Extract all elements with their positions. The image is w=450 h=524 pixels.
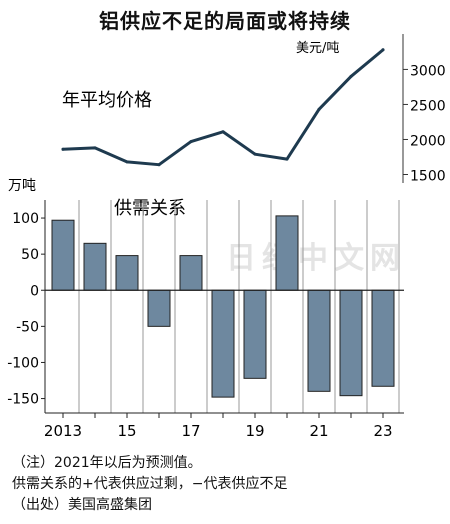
note-legend: 供需关系的+代表供应过剩，−代表供应不足 xyxy=(12,476,288,492)
price-point xyxy=(381,48,385,52)
supply-demand-bar xyxy=(179,255,203,291)
bar-x-tick-label: 2013 xyxy=(44,422,82,440)
supply-demand-bar xyxy=(243,289,267,379)
line-y-tick-label: 1500 xyxy=(410,168,446,184)
price-line-chart: 年平均价格 美元/吨 1500 2000 2500 3000 xyxy=(61,34,446,184)
watermark: 日经中文网 xyxy=(226,241,406,276)
line-y-tick-label: 3000 xyxy=(410,63,446,79)
supply-demand-bar xyxy=(147,289,171,327)
supply-demand-bar xyxy=(51,219,75,291)
price-point xyxy=(157,163,161,167)
price-point xyxy=(285,157,289,161)
price-point xyxy=(61,147,65,151)
bar-x-tick-label: 19 xyxy=(245,422,264,440)
price-point xyxy=(189,140,193,144)
bar-x-tick-label: 17 xyxy=(181,422,200,440)
bar-chart-title: 供需关系 xyxy=(114,198,186,219)
bar-x-tick-label: 21 xyxy=(309,422,328,440)
line-y-tick-label: 2500 xyxy=(410,98,446,114)
supply-demand-bar xyxy=(211,289,235,398)
supply-demand-bar xyxy=(371,289,395,387)
figure-title: 铝供应不足的局面或将持续 xyxy=(99,9,351,33)
note-source: （出处）美国高盛集团 xyxy=(12,497,152,513)
supply-demand-bar-chart: 供需关系 万吨 100 50 0 -50 -100 -150 2013 15 17 19 21 23 xyxy=(7,178,404,440)
price-point xyxy=(349,74,353,78)
note-forecast: （注）2021年以后为预测值。 xyxy=(12,455,202,471)
bar-chart-unit: 万吨 xyxy=(8,178,36,194)
price-point xyxy=(93,146,97,150)
supply-demand-bar xyxy=(339,289,363,397)
price-point xyxy=(125,160,129,164)
price-point xyxy=(253,152,257,156)
price-point xyxy=(221,130,225,134)
supply-demand-bar xyxy=(115,255,139,291)
bar-y-tick-label: -150 xyxy=(7,392,39,408)
bar-y-tick-label: 0 xyxy=(30,283,39,299)
bar-y-tick-label: -50 xyxy=(16,319,39,335)
bar-x-tick-label: 23 xyxy=(373,422,392,440)
line-chart-title: 年平均价格 xyxy=(62,90,152,111)
supply-demand-bar xyxy=(275,215,299,291)
supply-demand-bar xyxy=(83,242,107,291)
line-chart-unit: 美元/吨 xyxy=(296,41,339,56)
bar-y-tick-label: 50 xyxy=(21,247,39,263)
bar-y-tick-label: -100 xyxy=(7,355,39,371)
bar-x-tick-label: 15 xyxy=(117,422,136,440)
line-y-tick-label: 2000 xyxy=(410,133,446,149)
bar-y-tick-label: 100 xyxy=(12,211,39,227)
price-point xyxy=(317,107,321,111)
supply-demand-bar xyxy=(307,289,331,392)
